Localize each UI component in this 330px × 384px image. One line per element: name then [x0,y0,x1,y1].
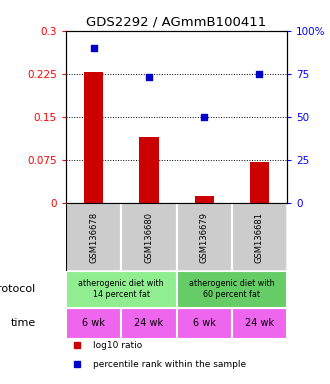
Bar [177,203,232,271]
Bar [66,271,177,308]
Point [257,71,262,77]
Bar [121,308,177,339]
Bar [194,196,214,203]
Bar [84,72,103,203]
Text: 24 wk: 24 wk [134,318,163,328]
Text: atherogenic diet with
60 percent fat: atherogenic diet with 60 percent fat [189,279,275,300]
Text: time: time [10,318,36,328]
Bar [232,308,287,339]
Text: GSM136679: GSM136679 [200,212,209,263]
Point [202,114,207,120]
Text: GSM136678: GSM136678 [89,212,98,263]
Bar [250,162,269,203]
Text: 24 wk: 24 wk [245,318,274,328]
Text: atherogenic diet with
14 percent fat: atherogenic diet with 14 percent fat [79,279,164,300]
Text: protocol: protocol [0,284,36,295]
Bar [66,308,121,339]
Text: 6 wk: 6 wk [82,318,105,328]
Text: GSM136680: GSM136680 [145,212,153,263]
Bar [121,203,177,271]
Bar [177,271,287,308]
Text: 6 wk: 6 wk [193,318,215,328]
Text: GSM136681: GSM136681 [255,212,264,263]
Text: percentile rank within the sample: percentile rank within the sample [92,359,246,369]
Bar [139,137,159,203]
Bar [177,308,232,339]
Bar [66,203,121,271]
Point [146,74,151,80]
Point [91,45,96,51]
Bar [232,203,287,271]
Text: log10 ratio: log10 ratio [92,341,142,350]
Title: GDS2292 / AGmmB100411: GDS2292 / AGmmB100411 [86,15,267,28]
